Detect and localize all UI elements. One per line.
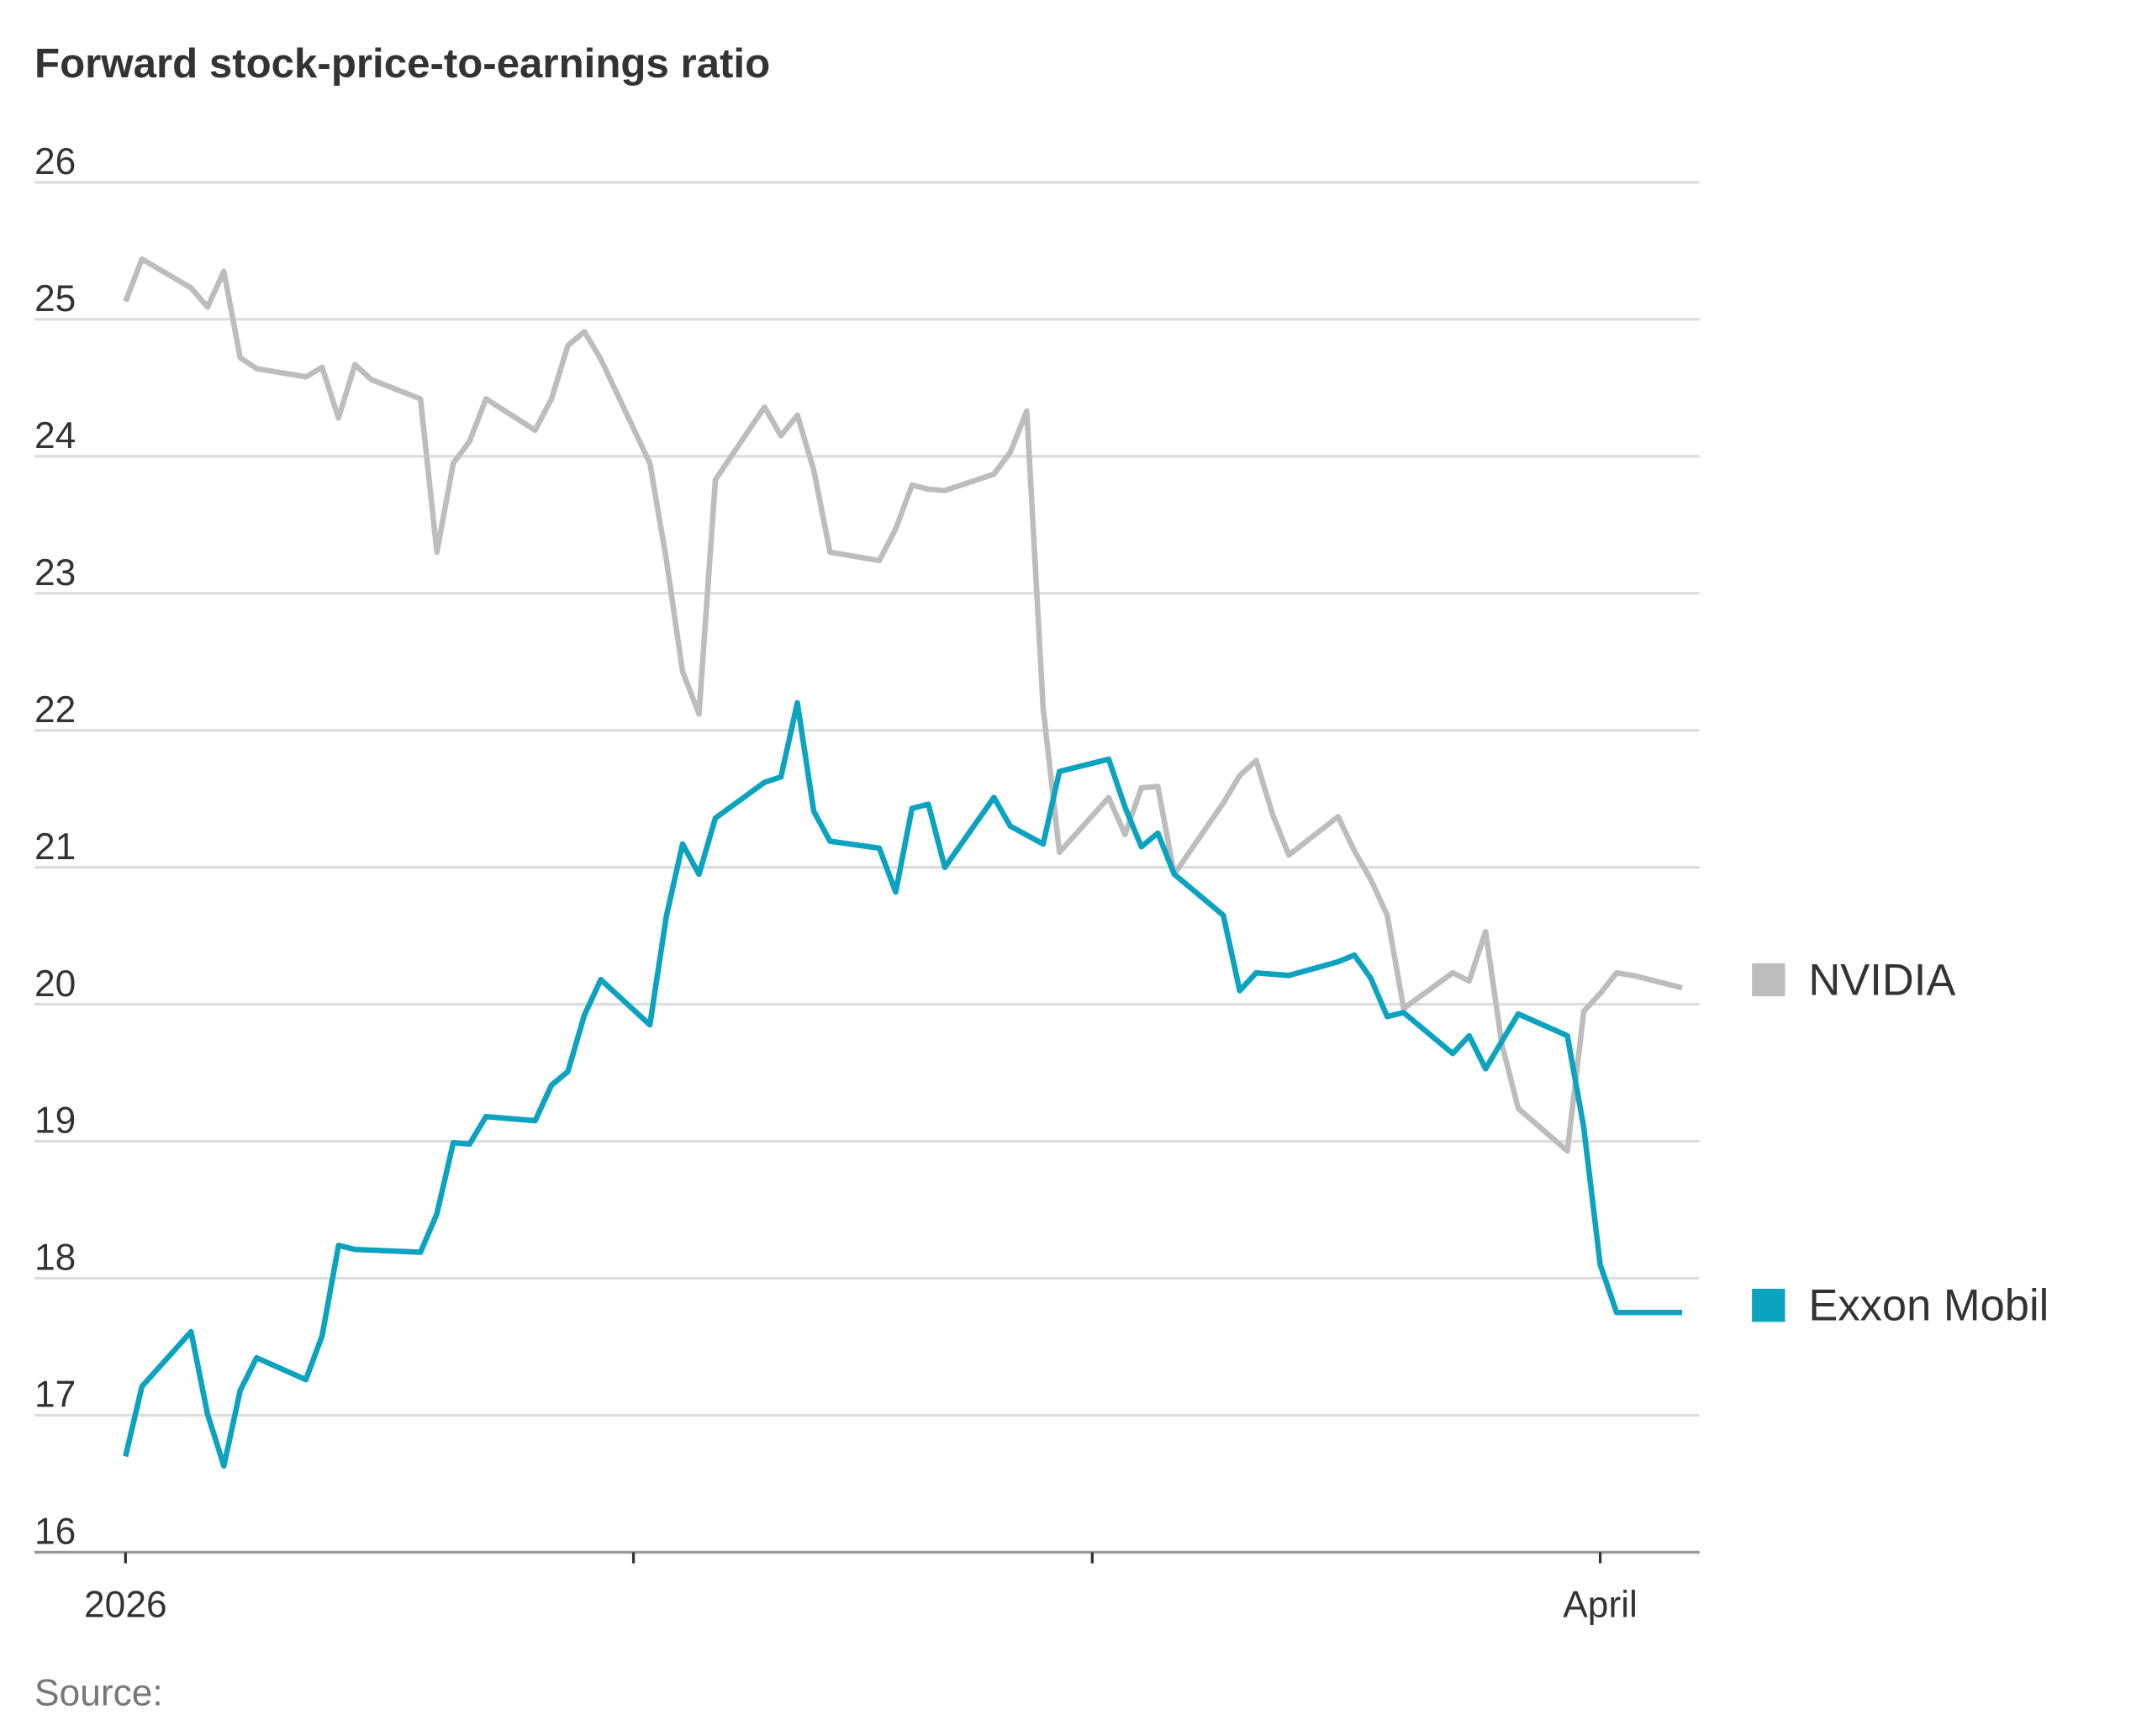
y-tick-label: 19 (34, 1100, 76, 1142)
y-tick-label: 23 (34, 552, 76, 594)
series-line-nvidia (123, 256, 1683, 1154)
y-axis: 16 17 18 19 20 21 22 23 24 25 26 (34, 141, 76, 1553)
x-tick-label: 2026 (84, 1585, 167, 1626)
source-note: Source: (34, 1673, 163, 1714)
x-tick-label: April (1563, 1585, 1638, 1626)
y-tick-label: 20 (34, 963, 76, 1005)
y-tick-label: 16 (34, 1512, 76, 1553)
legend-swatch (1752, 1289, 1785, 1322)
y-tick-label: 26 (34, 141, 76, 182)
gridlines (34, 181, 1700, 1554)
series-line-exxon-mobil (123, 699, 1683, 1470)
y-tick-label: 17 (34, 1375, 76, 1416)
legend-swatch (1752, 963, 1785, 997)
y-tick-label: 25 (34, 278, 76, 319)
x-axis: 2026 April (84, 1552, 1638, 1626)
chart-title: Forward stock-price-to-earnings ratio (34, 40, 770, 87)
legend-label: Exxon Mobil (1808, 1281, 2049, 1331)
legend: NVIDIA Exxon Mobil (1752, 955, 2049, 1331)
y-tick-label: 18 (34, 1237, 76, 1279)
y-tick-label: 22 (34, 689, 76, 731)
series-lines (123, 256, 1683, 1470)
y-tick-label: 21 (34, 826, 76, 868)
legend-label: NVIDIA (1808, 955, 1955, 1005)
y-tick-label: 24 (34, 415, 76, 456)
